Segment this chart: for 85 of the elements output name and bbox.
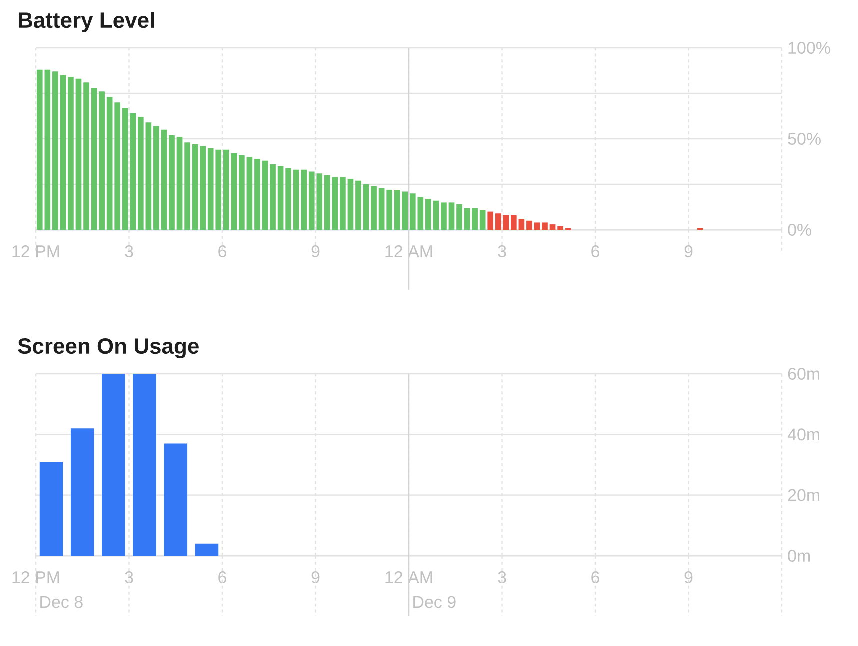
bar	[40, 462, 64, 556]
bar	[433, 200, 440, 230]
y-tick-label: 20m	[788, 489, 820, 502]
bar	[200, 146, 206, 230]
x-tick-label: 9	[684, 246, 693, 258]
bar	[270, 164, 276, 230]
bar	[106, 97, 113, 230]
bar	[286, 168, 292, 230]
bar	[464, 208, 470, 230]
bar	[192, 144, 198, 230]
bar	[542, 222, 548, 230]
bar	[68, 77, 74, 230]
bar	[550, 224, 556, 230]
x-tick-label: 12 PM	[12, 572, 60, 584]
x-tick-label: 9	[684, 572, 693, 584]
bar	[138, 117, 144, 230]
y-tick-label: 0%	[788, 224, 812, 236]
bar	[176, 137, 183, 230]
bar	[348, 179, 354, 230]
y-tick-label: 60m	[788, 368, 820, 380]
bar	[146, 122, 152, 230]
bar	[91, 88, 98, 230]
bar	[332, 177, 338, 230]
bar	[448, 202, 455, 230]
bar	[114, 102, 121, 230]
y-tick-label: 40m	[788, 428, 820, 441]
bar	[262, 160, 268, 230]
y-tick-label: 0m	[788, 550, 810, 562]
bar	[184, 142, 190, 230]
y-tick-label: 100%	[788, 42, 830, 54]
x-tick-label: 6	[592, 246, 600, 258]
bar	[195, 544, 219, 556]
chart-title: Battery Level	[18, 12, 154, 32]
bar	[558, 226, 564, 230]
bar	[526, 220, 532, 230]
bar	[386, 190, 392, 230]
x-tick-label: 12 AM	[386, 246, 432, 258]
x-tick-label: 3	[125, 246, 134, 258]
bar	[324, 175, 330, 230]
bar	[480, 210, 486, 230]
bar	[239, 155, 245, 230]
bar	[164, 444, 188, 556]
bar	[102, 374, 126, 556]
x-tick-label: 3	[498, 572, 506, 584]
bar	[70, 428, 94, 556]
y-tick-label: 50%	[788, 132, 821, 146]
x-tick-label: 9	[312, 572, 320, 584]
bar	[161, 130, 168, 230]
bar	[456, 204, 462, 230]
bar	[52, 72, 58, 230]
bar	[76, 78, 82, 230]
bar	[133, 374, 156, 556]
bar	[278, 166, 284, 230]
x-tick-label: 12 AM	[386, 572, 432, 584]
x-tick-label: 9	[312, 246, 320, 258]
bar	[363, 184, 370, 230]
bar	[472, 208, 478, 230]
bar	[246, 157, 253, 230]
x-tick-label: 3	[125, 572, 134, 584]
bar	[371, 186, 377, 230]
chart-title: Screen On Usage	[18, 338, 199, 358]
bar	[254, 159, 260, 230]
x-tick-label: 6	[218, 572, 226, 584]
bar	[441, 202, 447, 230]
bar	[356, 180, 362, 230]
text: Dec 9	[414, 596, 456, 608]
bar	[378, 188, 385, 230]
bar	[301, 170, 308, 230]
bar	[99, 92, 105, 230]
bar	[426, 199, 432, 230]
bar	[534, 222, 540, 230]
x-tick-label: 6	[592, 572, 600, 584]
bar	[293, 170, 300, 230]
bar	[169, 135, 175, 230]
bar	[60, 75, 66, 230]
bar	[488, 212, 494, 230]
bar	[84, 82, 90, 230]
x-tick-label: 6	[218, 246, 226, 258]
bar	[154, 126, 160, 230]
bar	[518, 219, 525, 230]
text: Dec 8	[40, 596, 83, 608]
bar	[510, 215, 517, 230]
bar	[340, 177, 346, 230]
x-tick-label: 12 PM	[12, 246, 60, 258]
x-tick-label: 3	[498, 246, 506, 258]
